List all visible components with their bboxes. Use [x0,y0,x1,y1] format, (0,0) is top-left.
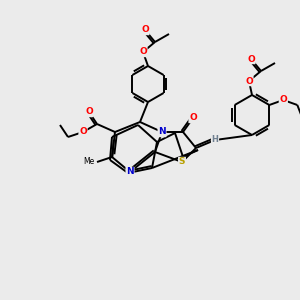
Text: N: N [126,167,134,176]
Text: O: O [141,26,149,34]
Text: O: O [245,76,253,85]
Text: O: O [139,47,147,56]
Text: O: O [85,107,93,116]
Text: O: O [247,55,255,64]
Text: Me: Me [84,158,95,166]
Text: H: H [212,136,218,145]
Text: O: O [189,113,197,122]
Text: N: N [158,128,166,136]
Text: O: O [79,128,87,136]
Text: O: O [279,95,287,104]
Text: S: S [179,158,185,166]
